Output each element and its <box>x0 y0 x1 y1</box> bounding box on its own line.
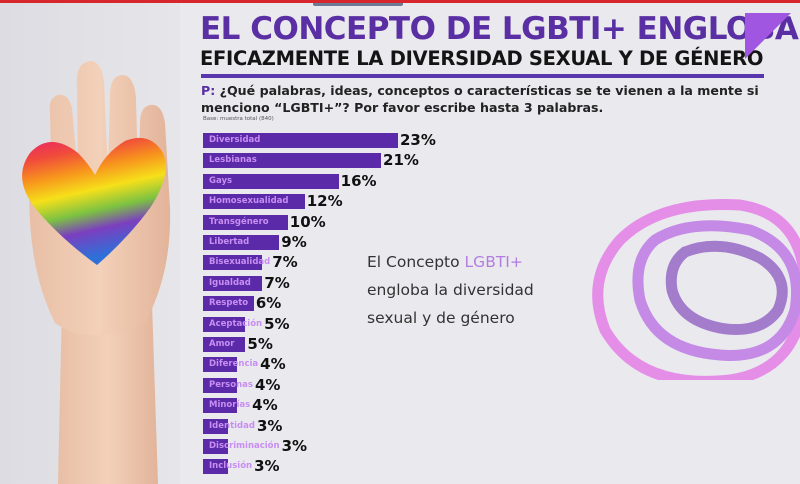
callout-text: El Concepto LGBTI+ engloba la diversidad… <box>367 248 597 332</box>
top-accent-bar <box>0 0 800 3</box>
corner-triangle-decoration <box>745 13 791 59</box>
bar-12 <box>203 377 237 393</box>
bar-value-label: 21% <box>383 151 419 170</box>
bar-8 <box>203 296 254 312</box>
bar-value-label: 7% <box>272 253 298 272</box>
hand-heart-photo <box>0 3 180 484</box>
bar-category-label: Libertad <box>209 237 250 247</box>
bar-10 <box>203 337 246 352</box>
callout-part3: sexual y de género <box>367 309 515 327</box>
bar-category-label: Amor <box>209 339 235 349</box>
bar-category-label: Aceptación <box>209 318 263 329</box>
bar-0 <box>203 133 398 148</box>
bar-14 <box>203 418 229 434</box>
bar-category-label: Personas <box>209 379 253 390</box>
callout-part2: engloba la diversidad <box>367 281 534 299</box>
bar-value-label: 5% <box>247 335 273 353</box>
bar-value-label: 9% <box>281 233 307 251</box>
bar-value-label: 5% <box>264 314 290 333</box>
bar-value-label: 10% <box>289 212 326 231</box>
bar-category-label: Minorías <box>209 400 251 411</box>
bar-category-label: Inclusión <box>209 461 253 472</box>
question-prefix: P: <box>201 83 216 98</box>
outer-ring <box>592 198 800 380</box>
bar-5 <box>203 235 280 250</box>
bar-category-label: Gays <box>209 175 233 186</box>
bar-category-label: Identidad <box>209 420 255 431</box>
bar-category-label: Diversidad <box>209 135 261 145</box>
bar-16 <box>203 459 229 475</box>
question-text: ¿Qué palabras, ideas, conceptos o caract… <box>201 83 759 115</box>
bar-category-label: Respeto <box>209 298 249 309</box>
bar-6 <box>203 255 263 271</box>
bar-value-label: 6% <box>255 294 282 313</box>
middle-ring <box>632 220 800 361</box>
bar-value-label: 23% <box>400 131 436 149</box>
callout-part1: El Concepto <box>367 253 465 271</box>
bar-7 <box>203 275 263 291</box>
bar-13 <box>203 398 237 414</box>
bar-value-label: 4% <box>252 396 278 415</box>
bar-11 <box>203 357 237 373</box>
sample-base-note: Base: muestra total (840) <box>203 116 274 122</box>
bar-value-label: 3% <box>281 437 308 455</box>
bar-category-label: Transgénero <box>209 216 269 227</box>
bar-value-label: 16% <box>340 171 377 190</box>
bar-value-label: 3% <box>256 416 283 435</box>
bar-category-label: Homosexualidad <box>209 196 289 207</box>
bar-category-label: Lesbianas <box>209 155 257 166</box>
bar-value-label: 12% <box>306 192 343 211</box>
inner-ring <box>665 240 788 336</box>
bar-3 <box>203 194 305 210</box>
bar-value-label: 4% <box>260 355 286 374</box>
bar-1 <box>203 153 382 169</box>
bar-value-label: 3% <box>254 457 280 476</box>
bar-value-label: 7% <box>264 273 290 292</box>
bar-category-label: Igualdad <box>209 277 251 288</box>
bar-4 <box>203 214 288 230</box>
survey-question: P: ¿Qué palabras, ideas, conceptos o car… <box>201 82 796 116</box>
page-title: EL CONCEPTO DE LGBTI+ ENGLOBA <box>200 11 799 47</box>
top-tab-indicator <box>313 3 403 6</box>
bar-category-label: Diferencia <box>209 359 259 370</box>
page-subtitle: EFICAZMENTE LA DIVERSIDAD SEXUAL Y DE GÉ… <box>200 47 764 70</box>
bar-15 <box>203 439 229 454</box>
bar-2 <box>203 173 339 189</box>
bar-value-label: 4% <box>254 375 281 394</box>
title-divider <box>201 74 764 78</box>
bar-category-label: Bisexualidad <box>209 257 271 268</box>
callout-highlight: LGBTI+ <box>464 253 523 271</box>
bar-9 <box>203 316 246 332</box>
concentric-rings-decoration <box>592 198 800 380</box>
hand-holding-heart-illustration <box>22 61 171 484</box>
bar-category-label: Discriminación <box>209 441 280 451</box>
